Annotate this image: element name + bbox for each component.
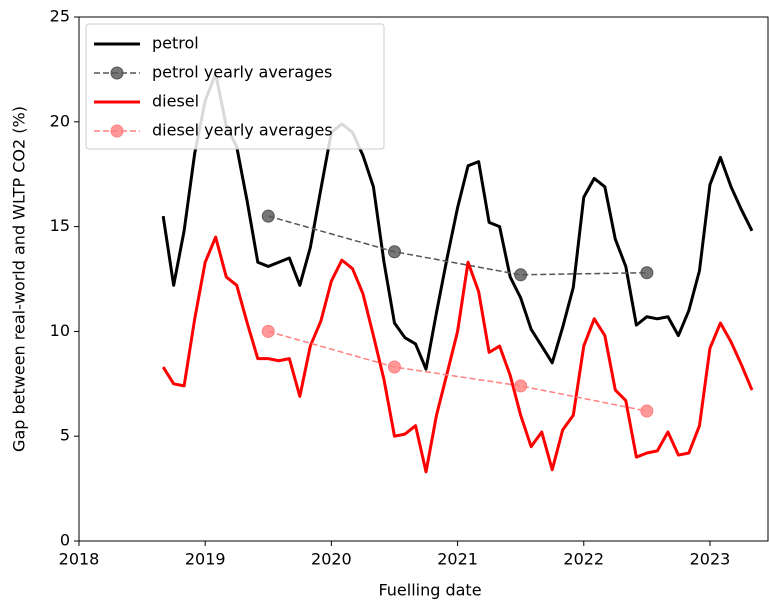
y-tick-label: 10 (50, 321, 70, 340)
y-tick-label: 15 (50, 216, 70, 235)
legend-label: diesel yearly averages (152, 121, 333, 140)
data-point (640, 404, 654, 418)
data-point (640, 266, 654, 280)
series-line (268, 215, 647, 276)
legend-marker (110, 124, 124, 138)
data-point (387, 360, 401, 374)
y-tick-label: 5 (60, 426, 70, 445)
data-point (387, 245, 401, 259)
y-tick-label: 25 (50, 7, 70, 26)
x-tick-label: 2023 (690, 550, 731, 569)
legend-label: diesel (152, 92, 199, 111)
legend-label: petrol yearly averages (152, 63, 332, 82)
x-tick-label: 2020 (311, 550, 352, 569)
x-tick-label: 2021 (437, 550, 478, 569)
x-axis-label: Fuelling date (378, 581, 481, 600)
series-line (161, 72, 754, 371)
legend-label: petrol (152, 34, 199, 53)
data-point (514, 268, 528, 282)
data-point (261, 324, 275, 338)
plot-frame (78, 16, 769, 542)
series-line (268, 330, 648, 412)
x-tick-label: 2018 (59, 550, 100, 569)
legend-box (85, 23, 385, 150)
y-tick-label: 0 (60, 531, 70, 550)
data-point (261, 209, 275, 223)
series-line (161, 235, 754, 474)
legend: petrol petrol yearly averages diesel diesel… (85, 23, 385, 150)
x-tick-label: 2019 (185, 550, 226, 569)
y-axis-label: Gap between real-world and WLTP CO2 (%) (10, 106, 29, 452)
legend-marker (110, 66, 124, 80)
x-tick-label: 2022 (563, 550, 604, 569)
data-point (514, 379, 528, 393)
y-tick-label: 20 (50, 111, 70, 130)
